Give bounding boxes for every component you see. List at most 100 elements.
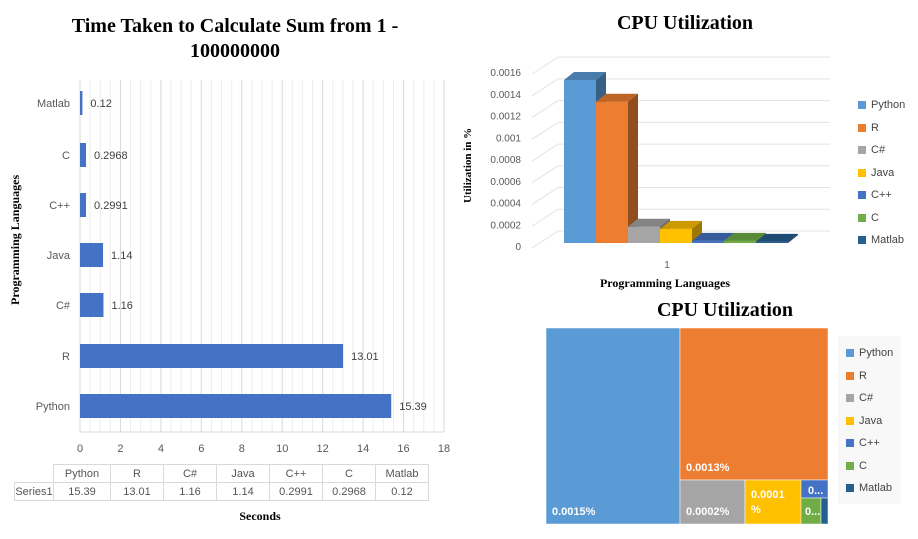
legend-label: Matlab bbox=[871, 234, 905, 247]
legend-label: C# bbox=[859, 392, 874, 405]
y-tick-label: C bbox=[62, 150, 70, 162]
bar-side-Matlab bbox=[788, 233, 798, 243]
bar-top-Java bbox=[660, 220, 702, 229]
chart3-title: CPU Utilization bbox=[656, 299, 794, 321]
bar-top-R bbox=[596, 93, 638, 102]
x-tick-label: 6 bbox=[198, 443, 204, 455]
y-tick-label: 0.0012 bbox=[490, 112, 521, 123]
bar-C bbox=[724, 240, 756, 243]
x-tick-label: 4 bbox=[158, 443, 164, 455]
legend-item-Python: Python bbox=[858, 94, 905, 117]
bar-R bbox=[80, 344, 344, 368]
legend-label: R bbox=[871, 121, 879, 134]
table-header: C bbox=[322, 464, 376, 483]
legend-swatch bbox=[858, 191, 866, 200]
bar-Matlab bbox=[80, 91, 83, 115]
data-label: 1.14 bbox=[111, 250, 132, 262]
legend-label: Python bbox=[871, 99, 906, 112]
legend-swatch bbox=[846, 416, 854, 425]
gridline bbox=[531, 187, 830, 205]
bar-top-C# bbox=[628, 218, 670, 227]
chart2-legend: Python R C# Java C++ C Matlab bbox=[858, 94, 905, 252]
y-tick-label: 0.0006 bbox=[490, 177, 521, 188]
legend-swatch bbox=[846, 394, 854, 403]
table-header: Matlab bbox=[375, 464, 429, 483]
y-tick-label: 0.0016 bbox=[490, 68, 521, 79]
legend-item-Matlab: Matlab bbox=[846, 477, 893, 500]
table-cell: 1.16 bbox=[163, 482, 217, 501]
x-tick-label: 14 bbox=[357, 443, 369, 455]
x-tick-label: 0 bbox=[77, 443, 83, 455]
data-label: % bbox=[751, 504, 761, 516]
y-tick-label: C# bbox=[56, 300, 71, 312]
table-header: C++ bbox=[269, 464, 323, 483]
chart1-title: Time Taken to Calculate Sum from 1 - 100… bbox=[71, 15, 399, 62]
y-tick-label: 0.0002 bbox=[490, 220, 521, 231]
chart1-xlabel: Seconds bbox=[239, 509, 281, 523]
bar-C bbox=[80, 143, 87, 167]
bar-C++ bbox=[80, 193, 87, 217]
gridline bbox=[531, 100, 830, 119]
data-label: 0.2968 bbox=[94, 150, 128, 162]
treemap-tile-Java bbox=[744, 479, 802, 525]
table-cell: 1.14 bbox=[216, 482, 270, 501]
legend-label: Matlab bbox=[859, 482, 893, 495]
bar-top-Matlab bbox=[756, 233, 798, 242]
data-label: 15.39 bbox=[399, 401, 427, 413]
bar-Python bbox=[564, 80, 596, 243]
legend-item-C++: C++ bbox=[846, 432, 893, 455]
y-tick-label: Python bbox=[36, 401, 70, 413]
y-tick-label: Matlab bbox=[37, 98, 70, 110]
data-label: 0.0002% bbox=[686, 506, 730, 518]
bar-side-Java bbox=[692, 220, 702, 243]
x-tick-label: 10 bbox=[276, 443, 288, 455]
legend-label: Python bbox=[859, 347, 894, 360]
data-label: 1.16 bbox=[111, 300, 132, 312]
legend-item-C#: C# bbox=[858, 139, 905, 162]
legend-label: C++ bbox=[859, 437, 880, 450]
y-tick-label: R bbox=[62, 351, 70, 363]
legend-item-Java: Java bbox=[846, 410, 893, 433]
y-tick-label: 0.0014 bbox=[490, 90, 521, 101]
legend-swatch bbox=[858, 146, 866, 155]
table-header: C# bbox=[163, 464, 217, 483]
legend-swatch bbox=[846, 371, 854, 380]
legend-item-C: C bbox=[858, 207, 905, 230]
legend-item-R: R bbox=[846, 365, 893, 388]
bar-Matlab bbox=[756, 241, 788, 243]
legend-item-Matlab: Matlab bbox=[858, 229, 905, 252]
gridline bbox=[531, 230, 830, 249]
bar-C# bbox=[628, 226, 660, 243]
legend-swatch bbox=[858, 101, 866, 110]
legend-item-Java: Java bbox=[858, 162, 905, 185]
bar-top-Python bbox=[564, 72, 606, 80]
legend-label: R bbox=[859, 369, 867, 382]
legend-item-C#: C# bbox=[846, 387, 893, 410]
table-header: R bbox=[110, 464, 164, 483]
data-label: 0.2991 bbox=[94, 200, 128, 212]
data-table: Python R C# Java C++ C Matlab Series1 15.39 13.0… bbox=[14, 464, 429, 501]
y-tick-label: C++ bbox=[49, 200, 70, 212]
table-cell: 0.2991 bbox=[269, 482, 323, 501]
treemap-tile-Python bbox=[545, 327, 681, 525]
x-tick-label: 8 bbox=[239, 443, 245, 455]
legend-label: Java bbox=[859, 414, 883, 427]
table-header: Java bbox=[216, 464, 270, 483]
table-cell: 13.01 bbox=[110, 482, 164, 501]
table-cell: 0.12 bbox=[375, 482, 429, 501]
table-row-label: Series1 bbox=[14, 482, 54, 501]
gridline bbox=[531, 78, 830, 97]
chart2-title: CPU Utilization bbox=[616, 12, 754, 34]
table-cell: 15.39 bbox=[53, 482, 111, 501]
legend-label: C# bbox=[871, 144, 886, 157]
treemap-tile-C# bbox=[679, 479, 746, 525]
legend-item-R: R bbox=[858, 117, 905, 140]
legend-swatch bbox=[858, 168, 866, 177]
data-label: 0.0001 bbox=[751, 489, 785, 501]
bar-Java bbox=[80, 243, 104, 267]
x-tick-label: 1 bbox=[664, 260, 670, 271]
y-tick-label: 0.0008 bbox=[490, 155, 521, 166]
bar-C++ bbox=[692, 240, 724, 243]
gridline bbox=[531, 208, 830, 227]
data-label: 13.01 bbox=[351, 351, 379, 363]
